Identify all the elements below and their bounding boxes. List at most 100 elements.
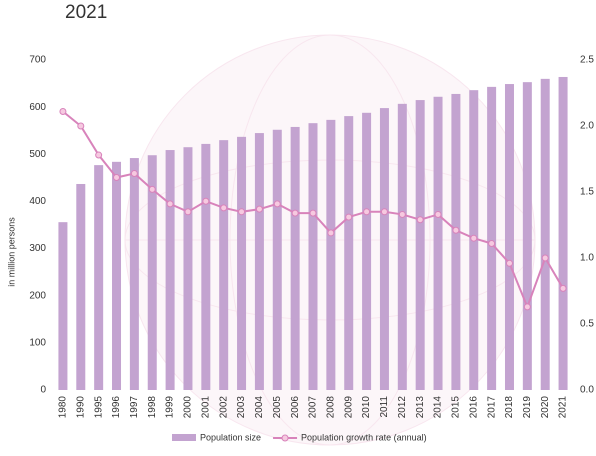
line-point [273, 200, 281, 208]
x-tick-label: 2005 [272, 396, 283, 419]
y2-tick-label: 2.0 [580, 121, 594, 132]
y2-tick-label: 2.5 [580, 55, 594, 66]
line-point [255, 205, 263, 213]
y2-tick-label: 0.5 [580, 319, 594, 330]
bar [397, 103, 407, 390]
bar [58, 222, 68, 390]
legend-label: Population growth rate (annual) [301, 432, 427, 442]
line-point [291, 209, 299, 217]
y-tick-label: 300 [29, 243, 46, 254]
bar [201, 143, 211, 390]
line-point [220, 204, 228, 212]
bar [451, 93, 461, 390]
bar [165, 150, 175, 390]
chart-title: 2021 [65, 2, 107, 23]
line-point [559, 284, 567, 292]
legend-label: Population size [200, 432, 261, 442]
x-tick-label: 2003 [236, 396, 247, 419]
bar [94, 165, 104, 390]
bar [76, 183, 86, 390]
line-point [130, 170, 138, 178]
bar [540, 78, 550, 390]
x-tick-label: 2015 [451, 396, 462, 419]
line-point [345, 213, 353, 221]
x-tick-label: 2013 [415, 396, 426, 419]
line-point [113, 173, 121, 181]
bar [344, 116, 354, 390]
line-point [95, 151, 103, 159]
bar [112, 161, 122, 390]
x-tick-label: 2010 [361, 396, 372, 419]
line-point [470, 234, 478, 242]
x-tick-label: 2011 [379, 396, 390, 418]
x-tick-label: 2007 [308, 396, 319, 419]
line-point [77, 122, 85, 130]
x-tick-label: 2018 [504, 396, 515, 419]
line-point [416, 216, 424, 224]
x-tick-label: 2009 [343, 396, 354, 419]
y2-tick-label: 0.0 [580, 385, 594, 396]
bar [254, 133, 264, 391]
bar [362, 112, 372, 391]
bar [379, 108, 389, 390]
line-point [541, 254, 549, 262]
line-point [398, 210, 406, 218]
line-point [327, 229, 335, 237]
line-point [488, 239, 496, 247]
x-tick-label: 2016 [468, 396, 479, 419]
x-tick-label: 2019 [522, 396, 533, 419]
y-tick-label: 500 [29, 149, 46, 160]
line-point [505, 259, 513, 267]
line-point [363, 208, 371, 216]
x-tick-label: 2017 [486, 396, 497, 419]
bar [147, 155, 157, 390]
x-tick-label: 1997 [129, 396, 140, 419]
x-tick-label: 2020 [540, 396, 551, 419]
x-tick-label: 1998 [147, 396, 158, 419]
bar [522, 82, 532, 391]
bar [129, 158, 139, 390]
x-tick-label: 2002 [218, 396, 229, 419]
y2-tick-label: 1.5 [580, 187, 594, 198]
bar [290, 126, 300, 390]
y-axis-label: in million persons [6, 217, 16, 287]
bar [558, 76, 568, 390]
bar [219, 140, 229, 390]
line-point [166, 200, 174, 208]
bar [183, 147, 193, 390]
x-tick-label: 2006 [290, 396, 301, 419]
y2-tick-label: 1.0 [580, 253, 594, 264]
x-tick-label: 1995 [93, 396, 104, 419]
x-tick-label: 2004 [254, 396, 265, 419]
y-tick-label: 0 [40, 385, 46, 396]
line-point [238, 208, 246, 216]
y-tick-label: 200 [29, 290, 46, 301]
line-point [434, 210, 442, 218]
x-tick-label: 1996 [111, 396, 122, 419]
x-tick-label: 2001 [200, 396, 211, 419]
line-point [309, 209, 317, 217]
x-tick-label: 1999 [165, 396, 176, 419]
y-tick-label: 400 [29, 196, 46, 207]
bar [272, 129, 282, 390]
bar [433, 96, 443, 391]
bar [415, 100, 425, 391]
x-tick-label: 2000 [183, 396, 194, 419]
y-tick-label: 600 [29, 102, 46, 113]
x-tick-label: 2021 [558, 396, 569, 419]
bar [504, 84, 514, 391]
x-tick-label: 2012 [397, 396, 408, 419]
bar [237, 136, 247, 390]
y-tick-label: 700 [29, 55, 46, 66]
legend-swatch [172, 434, 196, 441]
x-tick-label: 2014 [433, 396, 444, 419]
legend-swatch [281, 434, 289, 442]
line-point [202, 197, 210, 205]
line-point [148, 185, 156, 193]
line-point [380, 208, 388, 216]
x-tick-label: 2008 [326, 396, 337, 419]
y-tick-label: 100 [29, 337, 46, 348]
line-point [184, 208, 192, 216]
bar [326, 119, 336, 390]
